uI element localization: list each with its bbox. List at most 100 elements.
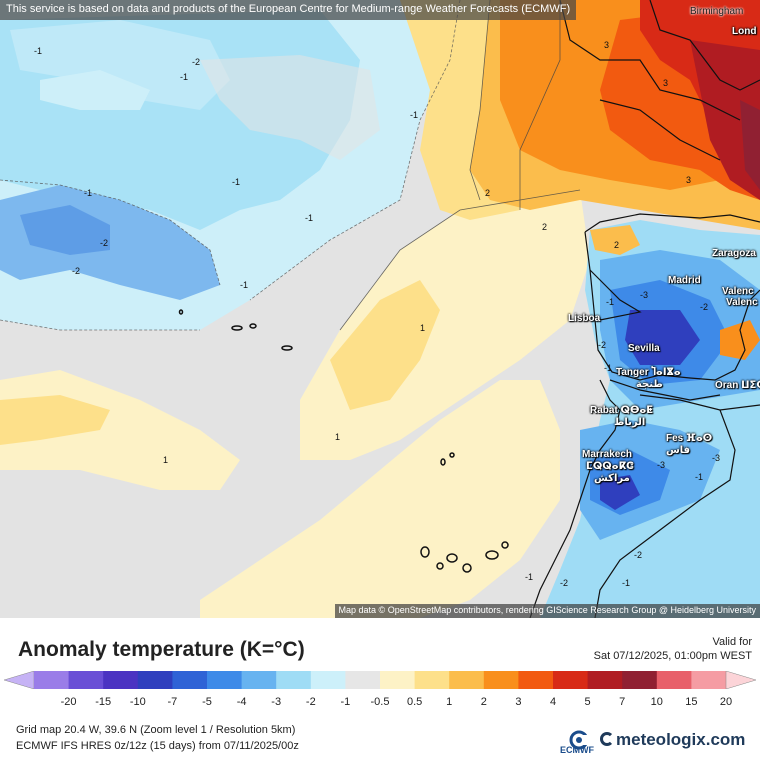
color-scale-tick-label: -10 (129, 696, 146, 708)
color-scale-cell (137, 671, 173, 689)
contour-label: -2 (72, 266, 81, 276)
map-title: Anomaly temperature (K=°C) (18, 638, 305, 661)
color-scale-tick-label: 1 (446, 696, 453, 708)
meteologix-logo-icon (600, 732, 614, 746)
contour-label: 2 (485, 188, 491, 198)
city-label-valencia-2: Valenc (726, 297, 758, 308)
contour-label: 2 (542, 222, 548, 232)
color-scale-cell (380, 671, 416, 689)
meteologix-brand-text: meteologix.com (616, 730, 746, 749)
color-scale-cell (622, 671, 658, 689)
color-scale-bar (4, 671, 756, 689)
contour-label: 3 (686, 175, 692, 185)
contour-label: -1 (604, 363, 613, 373)
contour-label: -1 (305, 213, 314, 223)
color-scale-tick-label: 7 (619, 696, 626, 708)
contour-label: -1 (525, 572, 534, 582)
color-scale-cell (276, 671, 312, 689)
color-scale-cell (449, 671, 485, 689)
color-scale-tick-label: -1 (340, 696, 351, 708)
color-scale-cell (68, 671, 104, 689)
color-scale-tick-label: 5 (584, 696, 591, 708)
contour-label: -3 (712, 453, 721, 463)
color-scale-tick-label: 4 (549, 696, 557, 708)
color-scale-tick-label: -15 (95, 696, 112, 708)
city-label-madrid: Madrid (668, 275, 701, 286)
contour-label: -3 (657, 460, 666, 470)
color-scale-tick-label: -3 (271, 696, 282, 708)
contour-label: -1 (622, 578, 631, 588)
city-label-birmingham: Birmingham (690, 6, 744, 17)
color-scale-cell (518, 671, 554, 689)
city-label-london: Lond (732, 26, 757, 37)
color-scale-cell (691, 671, 727, 689)
contour-label: 1 (335, 432, 341, 442)
contour-label: -1 (240, 280, 249, 290)
contour-label: -2 (700, 302, 709, 312)
color-scale-tick-label: 10 (650, 696, 663, 708)
city-label-fes-ar: فاس (666, 445, 691, 456)
contour-label: 1 (420, 323, 426, 333)
valid-for-label: Valid for (712, 636, 752, 648)
contour-label: -2 (560, 578, 569, 588)
contour-label: -1 (695, 472, 704, 482)
color-scale-tick-label: -20 (60, 696, 77, 708)
map-attribution[interactable]: Map data © OpenStreetMap contributors, r… (334, 604, 760, 618)
city-label-marrakech-ar: مراكش (594, 473, 630, 484)
color-scale-tick-label: 15 (685, 696, 698, 708)
color-scale-cell (172, 671, 208, 689)
city-label-tanger-ar: طنجة (636, 379, 663, 390)
color-scale-cell (241, 671, 277, 689)
city-label-rabat-ar: الرباط (614, 417, 646, 428)
contour-label: -2 (634, 550, 643, 560)
contour-label: -2 (598, 340, 607, 350)
color-scale-cell (483, 671, 519, 689)
city-label-oran: Oran ⵡⵉⵀⵔⴰⵏ (715, 380, 760, 391)
ecmwf-logo-icon (569, 730, 589, 750)
color-scale-cell (103, 671, 139, 689)
forecast-map[interactable]: -1 -2 -1 -1 -1 -1 -1 -2 -2 -1 1 1 2 2 3 … (0, 0, 760, 618)
color-scale-tick-label: -5 (202, 696, 212, 708)
color-scale-tick-label: 3 (515, 696, 522, 708)
city-label-sevilla: Sevilla (628, 343, 660, 354)
city-label-fes: Fes ⴼⴰⵙ (666, 433, 713, 444)
contour-label: 1 (163, 455, 169, 465)
city-label-tanger: Tanger Ⴈⴰⵏⴵⴰ (616, 367, 681, 378)
contour-label: 3 (604, 40, 610, 50)
meteologix-logo[interactable]: meteologix.com (600, 730, 745, 750)
color-scale-ticks: -20 -15 -10 -7 -5 -4 -3 -2 -1 -0.5 0.5 1 2 3 4 5 7 10 15 20 (0, 696, 760, 710)
color-scale-cell (34, 671, 70, 689)
contour-label: -1 (180, 72, 189, 82)
color-scale-arrow-low (4, 671, 35, 689)
contour-label: 2 (614, 240, 620, 250)
contour-label: -1 (606, 297, 615, 307)
city-label-lisboa: Lisboa (568, 313, 601, 324)
color-scale-cell (553, 671, 589, 689)
color-scale-cell (414, 671, 450, 689)
color-scale-tick-label: 2 (480, 696, 487, 708)
city-label-zaragoza: Zaragoza (712, 248, 756, 259)
legend-panel (0, 618, 760, 760)
contour-label: -1 (84, 188, 93, 198)
color-scale-tick-label: 0.5 (406, 696, 423, 708)
contour-label: -2 (100, 238, 109, 248)
color-scale-cell (656, 671, 692, 689)
model-run-info: ECMWF IFS HRES 0z/12z (15 days) from 07/… (16, 740, 299, 752)
city-label-rabat: Rabat ⵕⴱⴰⵟ (590, 405, 654, 416)
contour-label: -1 (232, 177, 241, 187)
contour-label: -1 (410, 110, 419, 120)
temperature-anomaly-field (0, 0, 760, 618)
color-scale-arrow-high (725, 671, 756, 689)
color-scale-cell (587, 671, 623, 689)
color-scale-cell (310, 671, 346, 689)
contour-label: 3 (663, 78, 669, 88)
color-scale-tick-label: -0.5 (370, 696, 390, 708)
city-label-marrakech-tif: ⵎⵕⵕⴰⴽⵛ (586, 461, 634, 472)
color-scale-tick-label: -4 (236, 696, 247, 708)
color-scale-cell (207, 671, 243, 689)
contour-label: -3 (640, 290, 649, 300)
valid-for-datetime: Sat 07/12/2025, 01:00pm WEST (593, 650, 752, 662)
contour-labels: -1 -2 -1 -1 -1 -1 -1 -2 -2 -1 1 1 2 2 3 … (34, 40, 721, 588)
city-label-valencia: Valenc (722, 286, 754, 297)
ecmwf-notice-banner: This service is based on data and produc… (0, 0, 577, 20)
